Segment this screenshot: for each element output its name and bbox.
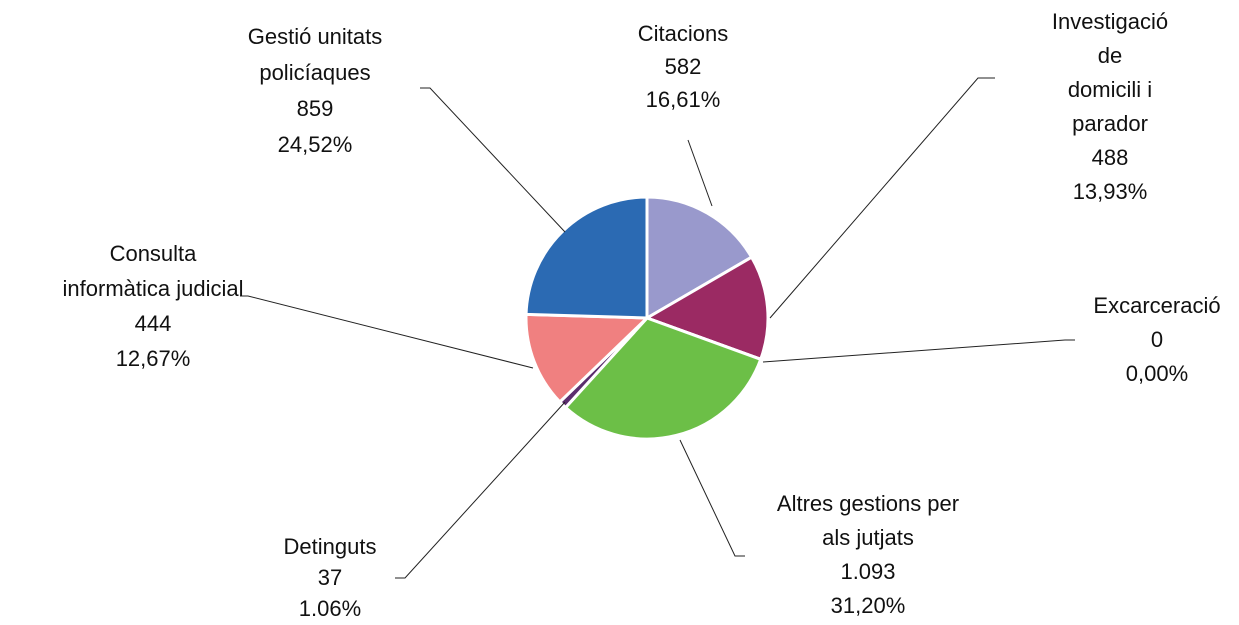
data-label: Excarceració 0 0,00% [1093,289,1220,391]
percent-label: 24,52% [277,132,353,157]
category-label: Excarceració [1093,293,1221,318]
value-label: 859 [296,96,334,121]
leader-line [679,439,745,557]
category-label: Consulta informàtica judicial [62,241,244,301]
pie-slice [645,255,770,361]
percent-label: 1.06% [298,596,362,621]
percent-label: 0,00% [1125,361,1189,386]
percent-label: 12,67% [115,346,191,371]
value-label: 582 [664,54,702,79]
pie-slice [524,312,649,404]
data-label: Consulta informàtica judicial 444 12,67% [63,236,244,376]
pie-slice [645,195,754,320]
leader-line [420,87,566,233]
pie-slice [524,195,649,320]
data-label: Citacions 582 16,61% [638,17,728,116]
category-label: Altres gestions per als jutjats [776,491,960,550]
data-label: Gestió unitats policíaques 859 24,52% [248,19,383,163]
leader-line [395,401,566,579]
percent-label: 31,20% [830,593,906,618]
data-label: Investigació de domicili i parador 488 13,… [1046,5,1175,209]
value-label: 37 [317,565,343,590]
category-label: Investigació de domicili i parador [1051,9,1169,136]
value-label: 488 [1091,145,1129,170]
leader-line [769,77,995,319]
data-label: Altres gestions per als jutjats 1.093 31,2… [777,487,959,623]
leader-line [762,339,1075,363]
pie-slice [564,316,763,441]
percent-label: 16,61% [645,87,721,112]
data-label: Detinguts 37 1.06% [284,531,377,624]
value-label: 1.093 [840,559,896,584]
value-label: 0 [1150,327,1164,352]
leader-line [687,139,713,207]
leader-line [240,295,534,369]
value-label: 444 [134,311,172,336]
percent-label: 13,93% [1072,179,1148,204]
category-label: Detinguts [283,534,377,559]
category-label: Gestió unitats policíaques [247,24,383,85]
category-label: Citacions [637,21,729,46]
